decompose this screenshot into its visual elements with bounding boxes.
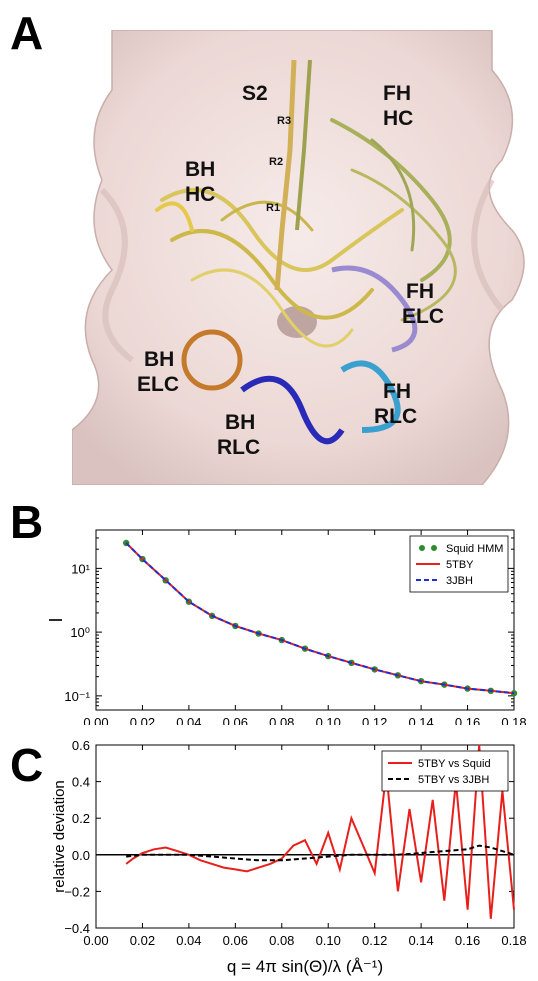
label-bh-hc-line1: BH: [185, 158, 216, 181]
label-bh-rlc-line2: RLC: [217, 436, 261, 459]
x-tick-label: 0.02: [130, 715, 155, 725]
x-tick-label: 0.08: [269, 715, 294, 725]
x-tick-label: 0.12: [362, 715, 387, 725]
x-tick-label: 0.16: [455, 715, 480, 725]
x-tick-label: 0.00: [83, 933, 108, 948]
y-tick-label: 0.6: [72, 738, 90, 753]
y-tick-label: 10⁻¹: [64, 689, 90, 704]
series-line: [125, 542, 515, 695]
legend-label: 3JBH: [446, 575, 473, 587]
chart-b-saxs-intensity: 0.00 0.02 0.04 0.06 0.08 0.10 0.12 0.14 0.16 0.18…: [46, 529, 527, 725]
y-tick-label: 0.2: [72, 811, 90, 826]
y-tick-label: 0.0: [72, 848, 90, 863]
label-fh-elc-line2: ELC: [402, 305, 444, 328]
x-tick-label: 0.14: [408, 715, 433, 725]
x-tick-label: 0.12: [362, 933, 387, 948]
label-bh-rlc-line1: BH: [225, 411, 256, 434]
legend-label: 5TBY vs 3JBH: [418, 774, 489, 786]
x-tick-label: 0.16: [455, 933, 480, 948]
legend-label: 5TBY vs Squid: [418, 758, 491, 770]
label-fh-elc-line1: FH: [406, 280, 434, 303]
label-bh-hc-line2: HC: [185, 183, 216, 206]
fh-rlc-ribbon: [340, 360, 401, 433]
x-tick-label: 0.10: [316, 933, 341, 948]
label-r2: R2: [269, 156, 284, 168]
x-tick-label: 0.18: [501, 933, 526, 948]
y-tick-label: 10¹: [71, 561, 90, 576]
x-axis-label: q = 4π sin(Θ)/λ (Å⁻¹): [227, 957, 383, 976]
y-axis-label: relative deviation: [51, 780, 68, 893]
label-bh-elc-line2: ELC: [137, 373, 179, 396]
series-line: [125, 744, 515, 919]
structure-image-panel: S2 R3 R2 R1 FH HC BH HC FH ELC BH ELC FH…: [72, 30, 536, 485]
y-tick-label: 10⁰: [70, 625, 90, 640]
panel-a-letter: A: [10, 7, 44, 59]
panel-c-letter: C: [10, 739, 44, 791]
x-tick-label: 0.06: [223, 933, 248, 948]
bh-elc-ribbon: [181, 329, 243, 391]
y-tick-label: −0.2: [64, 884, 90, 899]
x-tick-label: 0.14: [408, 933, 433, 948]
label-fh-rlc-line2: RLC: [374, 405, 418, 428]
fh-elc-ribbon: [331, 265, 418, 353]
density-ridge-left: [99, 187, 134, 363]
label-s2: S2: [242, 82, 268, 105]
bh-rlc-ribbon: [240, 375, 345, 445]
x-tick-label: 0.04: [176, 715, 201, 725]
legend-label: 5TBY: [446, 559, 474, 571]
label-fh-rlc-line1: FH: [383, 380, 411, 403]
x-tick-label: 0.18: [501, 715, 526, 725]
x-tick-label: 0.10: [316, 715, 341, 725]
legend-label: Squid HMM: [446, 543, 503, 555]
y-axis-label: I: [46, 617, 66, 622]
density-map-image: [72, 30, 525, 485]
panel-b-letter: B: [10, 496, 44, 548]
series-line: [126, 844, 515, 862]
s2-helix: [274, 59, 297, 291]
legend-marker: [419, 545, 425, 551]
legend-marker: [431, 545, 437, 551]
density-envelope: [72, 30, 525, 485]
label-r3: R3: [277, 115, 292, 127]
chart-c-relative-deviation: 0.00 0.02 0.04 0.06 0.08 0.10 0.12 0.14 0.16 0.18…: [51, 738, 527, 976]
x-tick-label: 0.08: [269, 933, 294, 948]
density-ridge-right: [471, 178, 505, 312]
x-tick-label: 0.04: [176, 933, 201, 948]
x-tick-label: 0.00: [83, 715, 108, 725]
legend-box: [381, 750, 509, 792]
label-fh-hc-line2: HC: [383, 107, 414, 130]
x-tick-label: 0.06: [223, 715, 248, 725]
y-tick-label: −0.4: [64, 921, 90, 936]
y-tick-label: 0.4: [72, 775, 90, 790]
label-fh-hc-line1: FH: [383, 82, 411, 105]
data-point: [510, 690, 518, 697]
label-bh-elc-line1: BH: [144, 348, 175, 371]
heavy-chain-ribbons: [155, 118, 457, 348]
x-tick-label: 0.02: [130, 933, 155, 948]
s2-helix-2: [295, 59, 312, 231]
label-r1: R1: [266, 202, 281, 214]
